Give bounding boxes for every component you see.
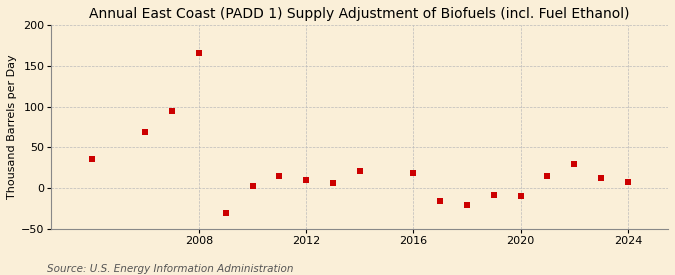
Point <box>274 174 285 178</box>
Point <box>489 192 500 197</box>
Point <box>354 169 365 173</box>
Point <box>301 178 312 182</box>
Point <box>86 157 97 161</box>
Point <box>515 194 526 199</box>
Point <box>435 198 446 203</box>
Point <box>462 202 472 207</box>
Text: Source: U.S. Energy Information Administration: Source: U.S. Energy Information Administ… <box>47 264 294 274</box>
Point <box>220 211 231 215</box>
Point <box>408 170 418 175</box>
Point <box>542 174 553 178</box>
Title: Annual East Coast (PADD 1) Supply Adjustment of Biofuels (incl. Fuel Ethanol): Annual East Coast (PADD 1) Supply Adjust… <box>90 7 630 21</box>
Point <box>247 184 258 188</box>
Point <box>327 181 338 186</box>
Y-axis label: Thousand Barrels per Day: Thousand Barrels per Day <box>7 55 17 199</box>
Point <box>167 108 178 113</box>
Point <box>194 51 205 56</box>
Point <box>595 176 606 181</box>
Point <box>622 180 633 184</box>
Point <box>569 161 580 166</box>
Point <box>140 130 151 134</box>
